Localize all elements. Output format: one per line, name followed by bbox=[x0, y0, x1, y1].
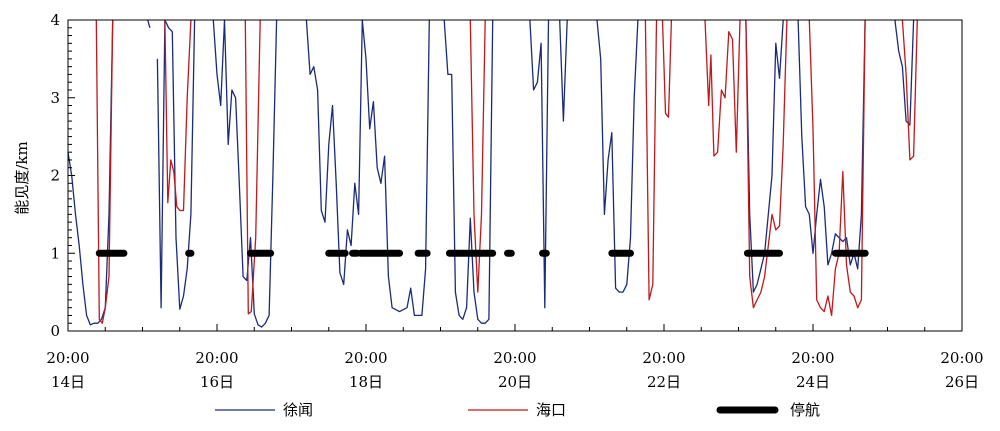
series-line-1 bbox=[95, 19, 918, 324]
legend-label-2: 停航 bbox=[790, 401, 820, 419]
y-tick-label-2: 2 bbox=[50, 167, 60, 185]
legend: 徐闻 海口 停航 bbox=[215, 401, 820, 419]
axis-layer: 0 1 2 3 4 20:00 14日 20:00 16日 20:00 18日 20:00 20日 20:… bbox=[46, 11, 983, 391]
legend-label-0: 徐闻 bbox=[283, 401, 313, 419]
series-layer bbox=[67, 19, 918, 328]
x-tick-time-5: 20:00 bbox=[791, 349, 834, 367]
x-tick-time-3: 20:00 bbox=[493, 349, 536, 367]
x-tick-time-2: 20:00 bbox=[344, 349, 387, 367]
x-tick-time-4: 20:00 bbox=[642, 349, 685, 367]
plot-frame bbox=[67, 19, 963, 332]
x-tick-time-1: 20:00 bbox=[195, 349, 238, 367]
x-tick-date-4: 22日 bbox=[647, 373, 681, 391]
x-tick-date-2: 18日 bbox=[349, 373, 383, 391]
y-tick-label-0: 0 bbox=[50, 322, 60, 340]
x-tick-date-6: 26日 bbox=[945, 373, 979, 391]
x-tick-date-3: 20日 bbox=[498, 373, 532, 391]
y-tick-label-3: 3 bbox=[50, 89, 60, 107]
y-tick-label-4: 4 bbox=[50, 11, 60, 29]
x-tick-time-6: 20:00 bbox=[940, 349, 983, 367]
x-tick-date-0: 14日 bbox=[51, 373, 85, 391]
x-tick-date-5: 24日 bbox=[796, 373, 830, 391]
legend-label-1: 海口 bbox=[536, 401, 566, 419]
y-axis-title: 能见度/km bbox=[13, 141, 31, 214]
x-tick-date-1: 16日 bbox=[200, 373, 234, 391]
series-line-0 bbox=[67, 19, 915, 328]
y-tick-label-1: 1 bbox=[50, 244, 60, 262]
x-tick-time-0: 20:00 bbox=[46, 349, 89, 367]
